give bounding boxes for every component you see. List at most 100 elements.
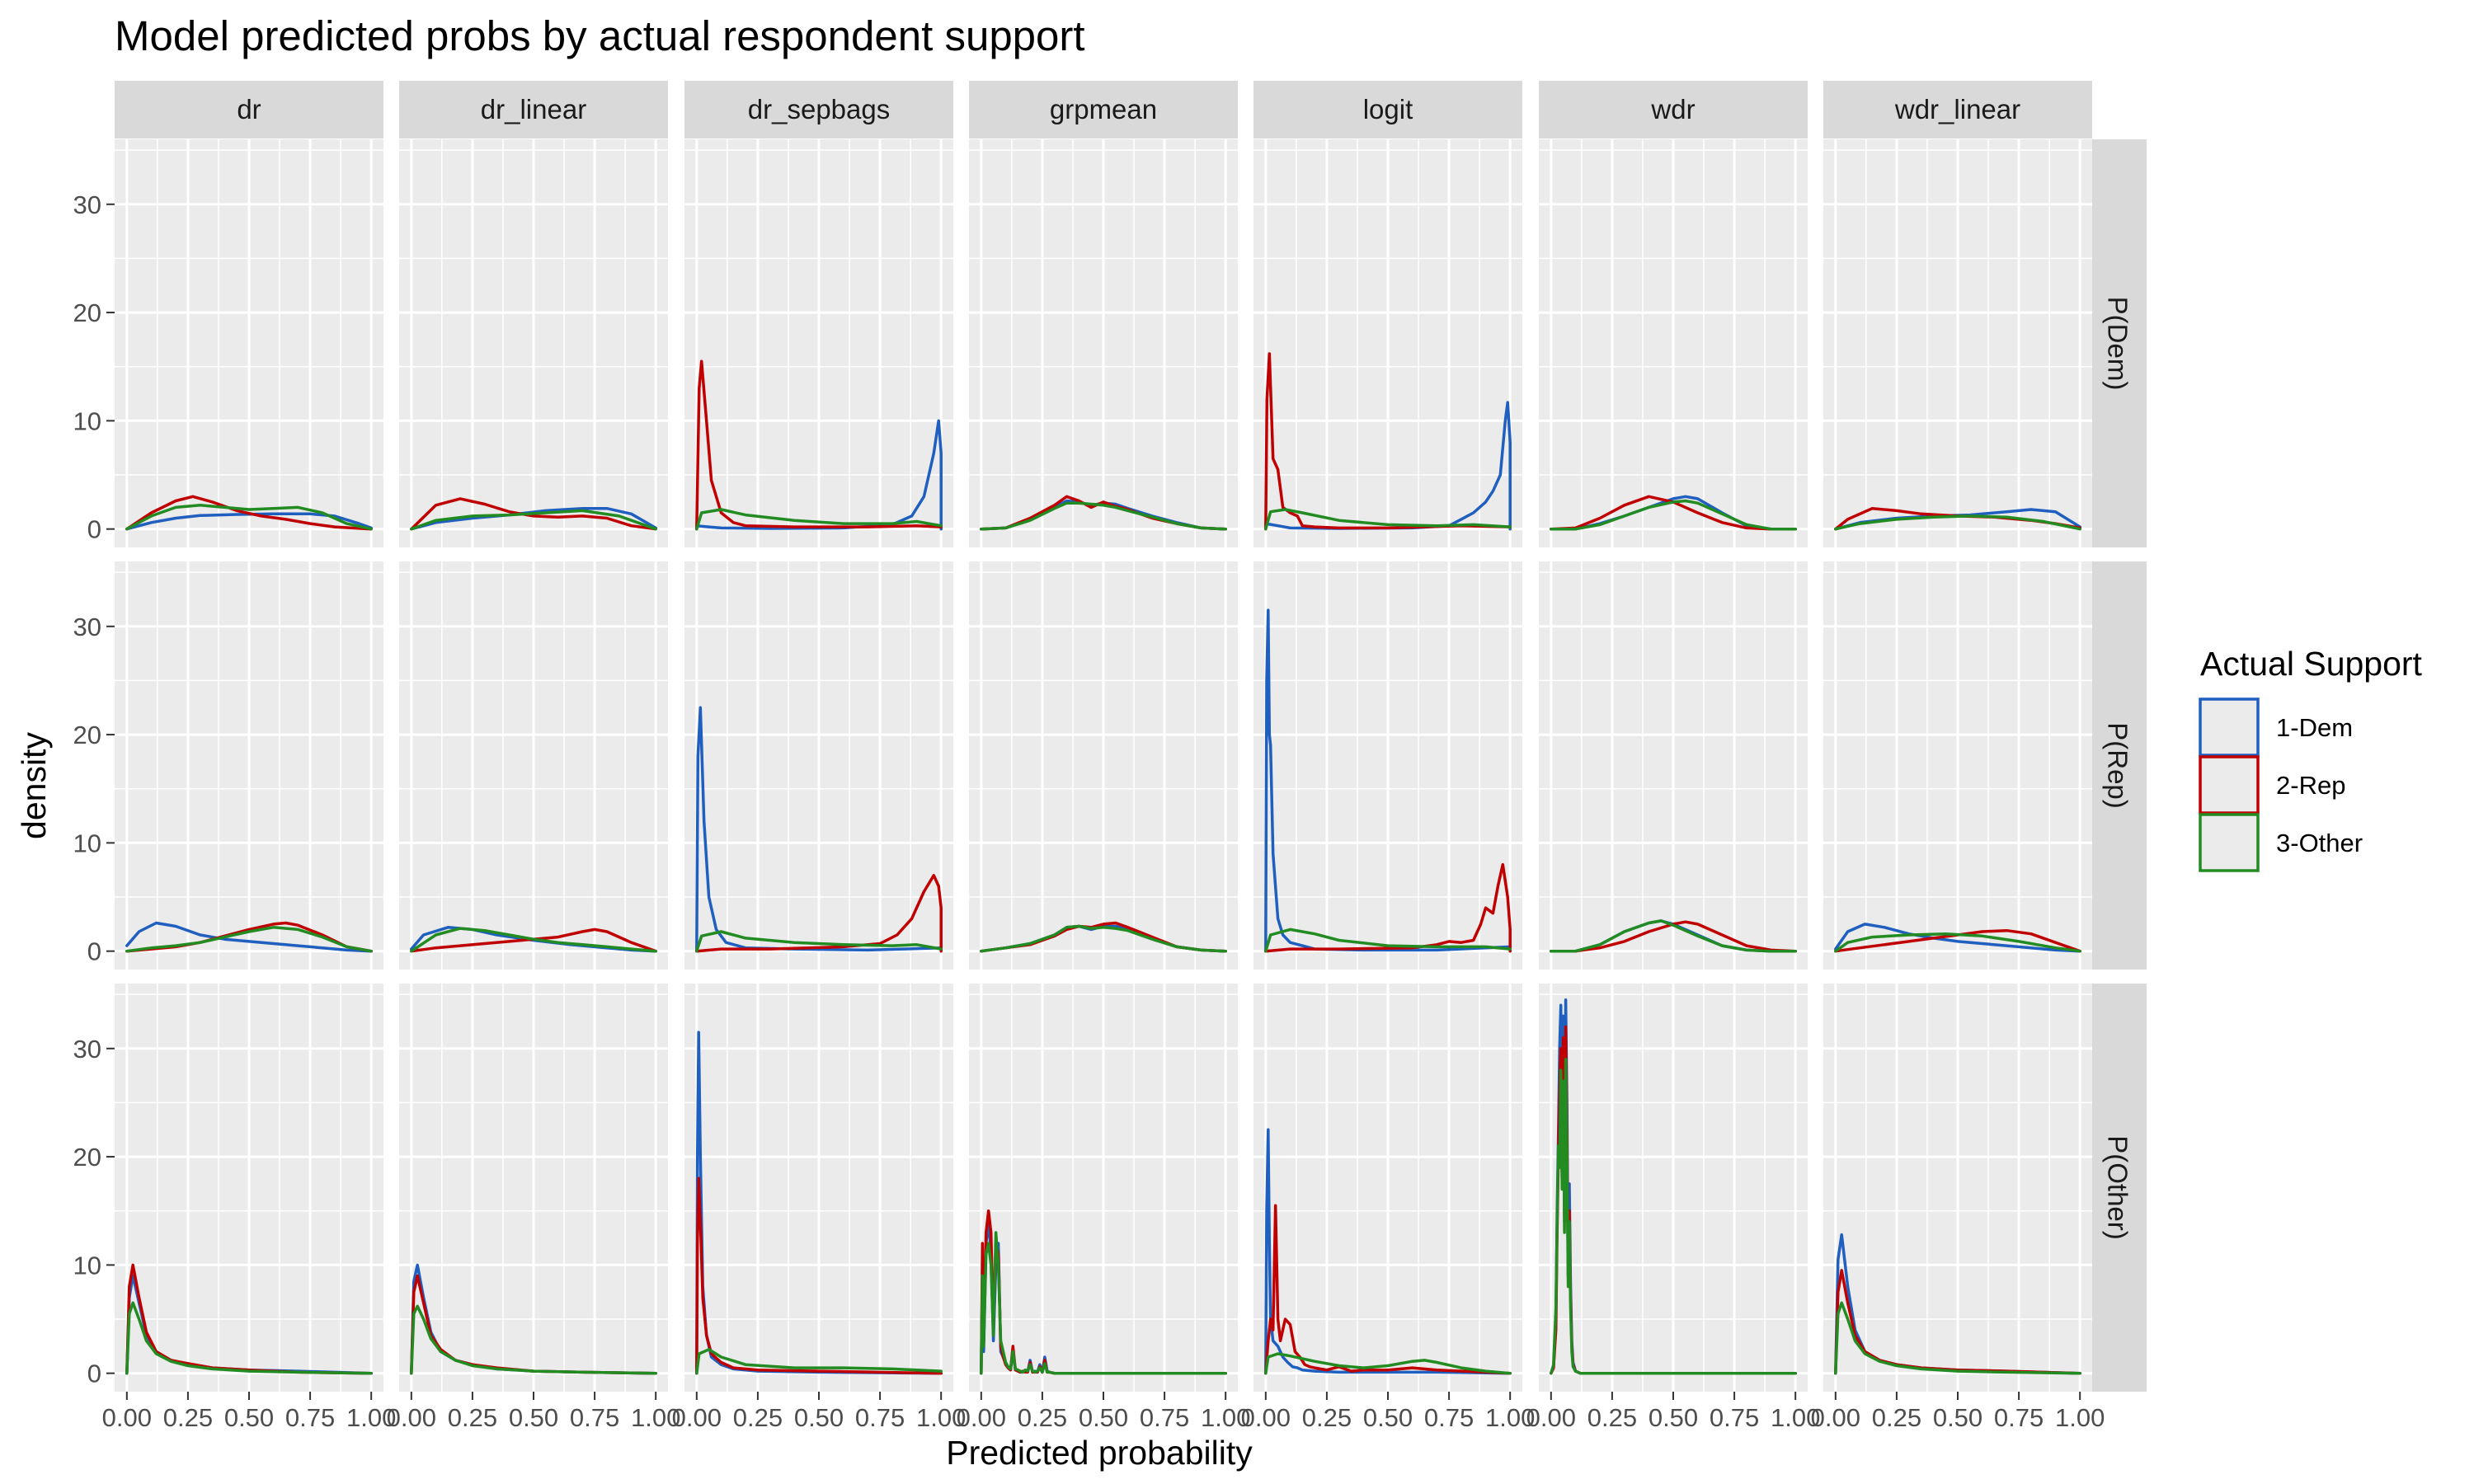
- y-tick-label: 20: [73, 1143, 101, 1172]
- x-tick-label: 0.25: [1587, 1403, 1637, 1432]
- y-tick-label: 30: [73, 1035, 101, 1064]
- strip-background: [399, 81, 668, 139]
- density-line-other: [1834, 1301, 2081, 1375]
- y-tick-label: 0: [87, 937, 101, 966]
- density-lines-r1-c3: [980, 921, 1227, 953]
- strip-background: [969, 81, 1238, 139]
- x-tick-label: 0.25: [163, 1403, 213, 1432]
- legend-label: 1-Dem: [2276, 713, 2353, 742]
- density-line-other: [1550, 1058, 1797, 1375]
- density-line-other: [980, 501, 1227, 531]
- panel-r0-c1: [399, 139, 668, 547]
- y-tick-label: 0: [87, 515, 101, 544]
- x-tick-label: 0.00: [102, 1403, 152, 1432]
- density-lines-r1-c2: [695, 706, 943, 953]
- panel-r1-c5: [1539, 561, 1808, 970]
- density-line-dem: [1264, 1128, 1512, 1375]
- strip-label: dr: [237, 94, 261, 124]
- x-tick-label: 0.00: [1811, 1403, 1860, 1432]
- facet-strip-wdr: wdr: [1539, 81, 1808, 139]
- density-line-dem: [125, 921, 373, 953]
- strip-background: [2089, 561, 2147, 970]
- density-line-other: [980, 1231, 1227, 1375]
- density-line-rep: [1550, 920, 1797, 953]
- density-line-dem: [1834, 923, 2081, 953]
- density-lines-r0-c5: [1550, 495, 1797, 531]
- panel-r0-c6: [1823, 139, 2092, 547]
- facet-panels: dr dr_linear dr_sepbags grpmean logit wdr wdr_…: [115, 81, 2147, 1392]
- density-lines-r0-c2: [695, 359, 943, 531]
- x-tick-label: 1.00: [1485, 1403, 1535, 1432]
- x-tick-label: 0.75: [285, 1403, 335, 1432]
- facet-strip-grpmean: grpmean: [969, 81, 1238, 139]
- x-axis-title: Predicted probability: [946, 1434, 1253, 1472]
- density-lines-r2-c6: [1834, 1233, 2081, 1375]
- x-tick-label: 1.00: [346, 1403, 396, 1432]
- x-tick-label: 0.75: [1140, 1403, 1189, 1432]
- x-tick-label: 0.25: [1302, 1403, 1352, 1432]
- density-line-rep: [695, 359, 943, 531]
- strip-label: P(Rep): [2103, 722, 2133, 809]
- panel-r2-c3: [969, 984, 1238, 1392]
- x-tick-label: 0.25: [733, 1403, 783, 1432]
- density-line-dem: [1264, 401, 1512, 531]
- x-tick-label: 1.00: [2055, 1403, 2105, 1432]
- density-lines-r2-c1: [410, 1263, 657, 1375]
- density-lines-r1-c6: [1834, 923, 2081, 953]
- density-line-other: [1264, 928, 1512, 953]
- panel-r0-c5: [1539, 139, 1808, 547]
- y-tick-label: 0: [87, 1360, 101, 1388]
- strip-label: wdr: [1650, 94, 1695, 124]
- y-tick-label: 10: [73, 406, 101, 435]
- y-tick-label: 20: [73, 721, 101, 749]
- facet-strip-prep: P(Rep): [2089, 561, 2147, 970]
- density-line-other: [1550, 919, 1797, 953]
- density-lines-r1-c5: [1550, 919, 1797, 953]
- legend-label: 2-Rep: [2276, 771, 2345, 800]
- density-lines-r1-c1: [410, 926, 657, 953]
- density-line-rep: [125, 495, 373, 531]
- strip-background: [2089, 139, 2147, 547]
- strip-background: [1539, 81, 1808, 139]
- strip-background: [115, 81, 383, 139]
- density-line-other: [695, 508, 943, 531]
- x-tick-label: 0.50: [509, 1403, 558, 1432]
- x-tick-label: 0.50: [224, 1403, 274, 1432]
- density-line-rep: [1264, 1204, 1512, 1375]
- x-tick-label: 0.50: [1649, 1403, 1698, 1432]
- x-tick-label: 0.25: [1018, 1403, 1067, 1432]
- y-axis-title: density: [15, 732, 53, 839]
- x-tick-label: 0.00: [387, 1403, 436, 1432]
- density-line-rep: [695, 874, 943, 953]
- density-lines-r2-c4: [1264, 1128, 1512, 1375]
- density-line-other: [1834, 932, 2081, 953]
- strip-label: dr_linear: [481, 94, 586, 124]
- density-line-other: [1550, 499, 1797, 531]
- panel-r1-c4: [1253, 561, 1522, 970]
- x-tick-label: 0.50: [1363, 1403, 1413, 1432]
- panel-r0-c0: [115, 139, 383, 547]
- legend: Actual Support 1-Dem 2-Rep 3-Other: [2199, 645, 2423, 872]
- density-lines-r1-c0: [125, 921, 373, 953]
- density-lines-r2-c0: [125, 1263, 373, 1375]
- density-line-rep: [1264, 862, 1512, 953]
- panel-r2-c0: [115, 984, 383, 1392]
- facet-strip-dr-linear: dr_linear: [399, 81, 668, 139]
- density-line-other: [125, 926, 373, 953]
- density-lines-r0-c0: [125, 495, 373, 531]
- legend-title: Actual Support: [2200, 645, 2423, 683]
- x-tick-label: 1.00: [1771, 1403, 1820, 1432]
- legend-key: [2199, 813, 2260, 872]
- strip-label: grpmean: [1050, 94, 1157, 124]
- y-tick-label: 20: [73, 298, 101, 327]
- y-axis: 0 10 20 30 0 10 20 30 0 10 20 30: [73, 190, 115, 1388]
- panel-r2-c1: [399, 984, 668, 1392]
- x-tick-label: 0.75: [855, 1403, 905, 1432]
- panel-r2-c5: [1539, 984, 1808, 1392]
- y-tick-label: 30: [73, 613, 101, 641]
- x-tick-label: 0.75: [1710, 1403, 1759, 1432]
- x-tick-label: 0.75: [1424, 1403, 1474, 1432]
- legend-label: 3-Other: [2276, 829, 2363, 857]
- density-lines-r0-c1: [410, 497, 657, 531]
- y-tick-label: 30: [73, 190, 101, 219]
